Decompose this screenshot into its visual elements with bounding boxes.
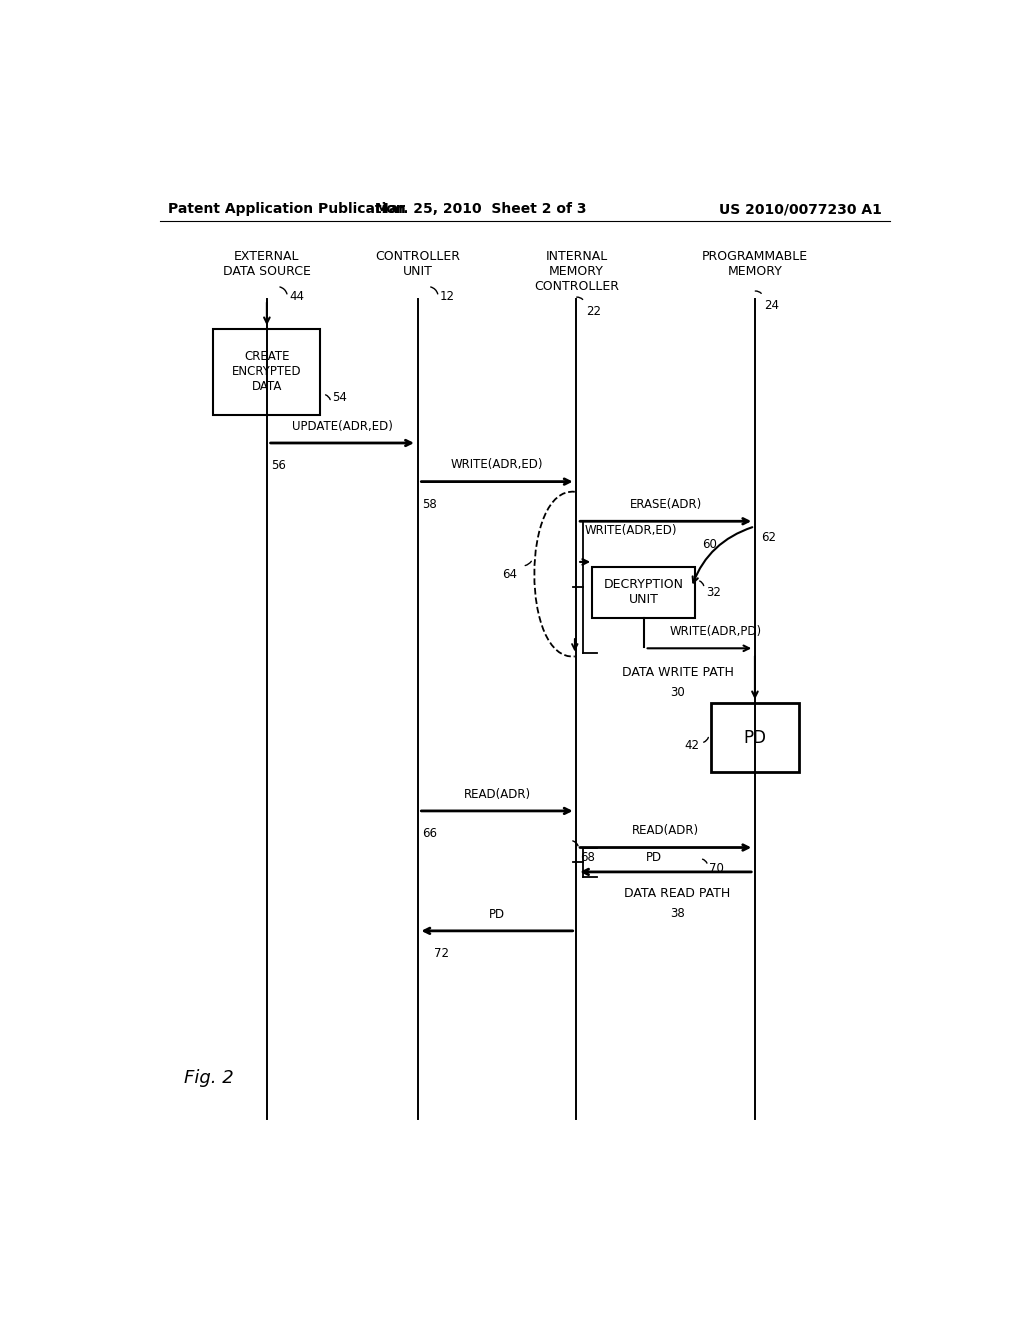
Text: CONTROLLER
UNIT: CONTROLLER UNIT	[375, 249, 460, 279]
Text: 62: 62	[761, 532, 776, 544]
Text: 70: 70	[710, 862, 724, 875]
Text: 60: 60	[701, 537, 717, 550]
Text: CREATE
ENCRYPTED
DATA: CREATE ENCRYPTED DATA	[232, 350, 302, 393]
Text: WRITE(ADR,ED): WRITE(ADR,ED)	[585, 524, 677, 536]
Text: 56: 56	[270, 459, 286, 473]
FancyBboxPatch shape	[712, 704, 799, 772]
Text: PD: PD	[743, 729, 766, 747]
Text: 22: 22	[586, 305, 601, 318]
Text: PD: PD	[489, 908, 505, 921]
Text: US 2010/0077230 A1: US 2010/0077230 A1	[719, 202, 882, 216]
Text: 64: 64	[502, 568, 517, 581]
Text: Patent Application Publication: Patent Application Publication	[168, 202, 406, 216]
Text: 32: 32	[706, 586, 721, 599]
Text: DECRYPTION
UNIT: DECRYPTION UNIT	[604, 578, 684, 606]
Text: 68: 68	[581, 850, 595, 863]
FancyBboxPatch shape	[213, 329, 321, 414]
Text: READ(ADR): READ(ADR)	[632, 825, 699, 837]
Text: ERASE(ADR): ERASE(ADR)	[630, 498, 701, 511]
Text: Fig. 2: Fig. 2	[183, 1069, 233, 1088]
Text: 66: 66	[422, 828, 436, 841]
Text: READ(ADR): READ(ADR)	[464, 788, 530, 801]
Text: 44: 44	[289, 290, 304, 304]
Text: 24: 24	[765, 298, 779, 312]
Text: PROGRAMMABLE
MEMORY: PROGRAMMABLE MEMORY	[701, 249, 808, 279]
Text: INTERNAL
MEMORY
CONTROLLER: INTERNAL MEMORY CONTROLLER	[534, 249, 618, 293]
Text: 38: 38	[670, 907, 685, 920]
Text: 12: 12	[440, 290, 455, 304]
Text: DATA WRITE PATH: DATA WRITE PATH	[622, 665, 733, 678]
Text: UPDATE(ADR,ED): UPDATE(ADR,ED)	[292, 420, 393, 433]
Text: DATA READ PATH: DATA READ PATH	[625, 887, 731, 900]
Text: 72: 72	[433, 948, 449, 960]
Text: WRITE(ADR,ED): WRITE(ADR,ED)	[451, 458, 544, 471]
Text: 30: 30	[670, 686, 685, 698]
Text: PD: PD	[646, 851, 662, 863]
Text: 42: 42	[684, 739, 699, 752]
FancyBboxPatch shape	[592, 568, 695, 618]
Text: 54: 54	[333, 391, 347, 404]
Text: Mar. 25, 2010  Sheet 2 of 3: Mar. 25, 2010 Sheet 2 of 3	[376, 202, 587, 216]
Text: WRITE(ADR,PD): WRITE(ADR,PD)	[670, 626, 761, 638]
Text: 58: 58	[422, 498, 436, 511]
Text: EXTERNAL
DATA SOURCE: EXTERNAL DATA SOURCE	[223, 249, 311, 279]
